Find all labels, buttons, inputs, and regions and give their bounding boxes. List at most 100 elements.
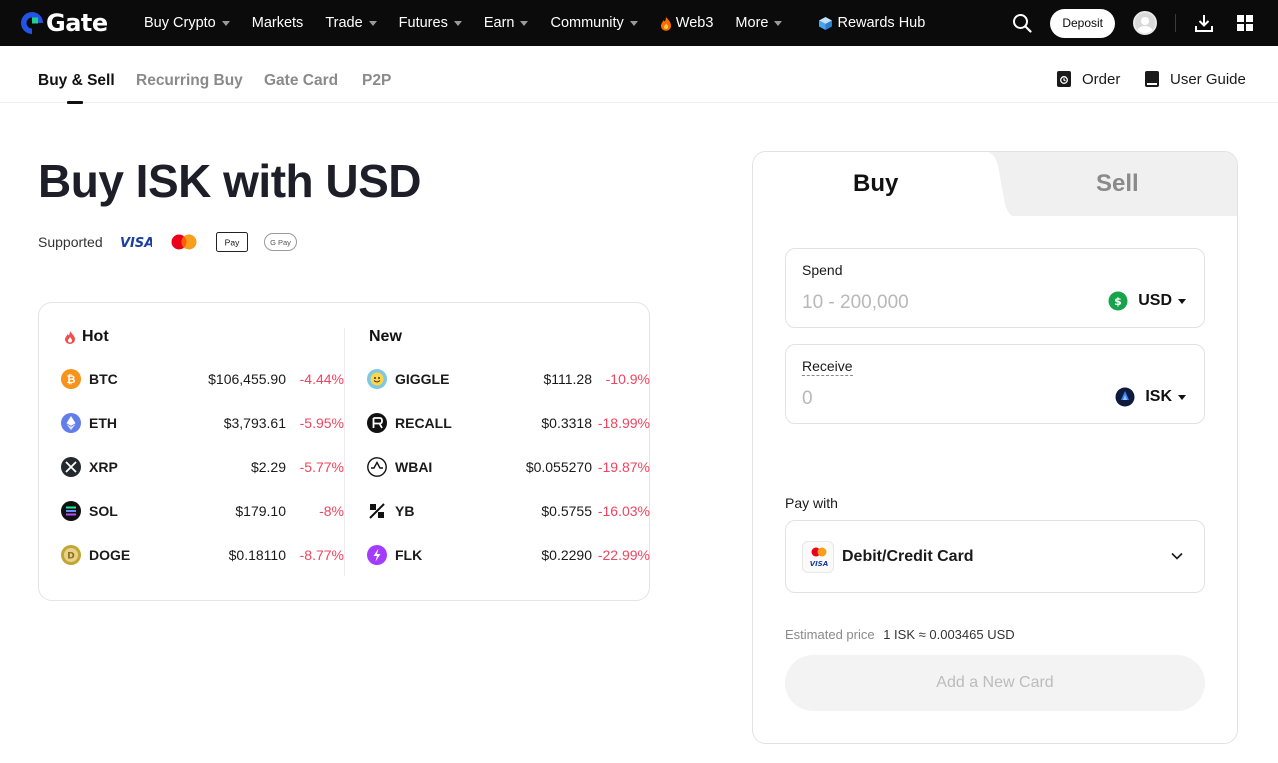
- page-title: Buy ISK with USD: [38, 155, 422, 207]
- btc-coin-icon: ₿: [61, 369, 81, 389]
- user-guide-link[interactable]: User Guide: [1144, 70, 1246, 88]
- search-icon[interactable]: [1012, 13, 1032, 33]
- coin-symbol: WBAI: [395, 459, 433, 475]
- caret-down-icon: [629, 20, 638, 26]
- hot-column-title: Hot: [64, 328, 109, 346]
- spend-input[interactable]: 10 - 200,000: [802, 292, 909, 313]
- market-row-giggle[interactable]: GIGGLE $111.28 -10.9%: [367, 367, 660, 391]
- coin-price: $0.055270: [525, 459, 592, 475]
- top-navbar: Gate Buy Crypto Markets Trade Futures Earn Co…: [0, 0, 1278, 46]
- card-icon: VISA: [802, 541, 834, 573]
- estimated-price-label: Estimated price: [785, 627, 875, 642]
- eth-coin-icon: [61, 413, 81, 433]
- nav-item-label: More: [735, 15, 769, 31]
- sell-tab[interactable]: Sell: [1096, 170, 1139, 197]
- coin-price: $111.28: [543, 371, 592, 387]
- market-row-wbai[interactable]: WBAI $0.055270 -19.87%: [367, 455, 660, 479]
- coin-symbol: GIGGLE: [395, 371, 450, 387]
- sol-coin-icon: [61, 501, 81, 521]
- nav-item-trade[interactable]: Trade: [325, 15, 377, 31]
- market-card: Hot New ₿ BTC $106,455.90 -4.44% ETH $3,793.6…: [38, 302, 650, 601]
- download-icon[interactable]: [1194, 13, 1214, 33]
- book-icon: [1145, 71, 1159, 87]
- nav-item-label: Rewards Hub: [837, 15, 926, 31]
- new-label: New: [369, 328, 402, 345]
- nav-item-buy-crypto[interactable]: Buy Crypto: [144, 15, 230, 31]
- gate-logo[interactable]: Gate: [20, 9, 108, 37]
- hot-label: Hot: [82, 328, 109, 345]
- payment-method-label: Debit/Credit Card: [842, 548, 974, 565]
- xrp-coin-icon: [61, 457, 81, 477]
- nav-item-rewards-hub[interactable]: Rewards Hub: [818, 15, 925, 31]
- market-row-recall[interactable]: RECALL $0.3318 -18.99%: [367, 411, 660, 435]
- avatar[interactable]: [1133, 11, 1157, 35]
- nav-item-markets[interactable]: Markets: [252, 15, 304, 31]
- doge-coin-icon: D: [61, 545, 81, 565]
- order-link[interactable]: Order: [1056, 70, 1120, 88]
- market-row-doge[interactable]: D DOGE $0.18110 -8.77%: [61, 543, 354, 567]
- coin-price: $0.5755: [541, 503, 592, 519]
- add-card-button[interactable]: Add a New Card: [785, 655, 1205, 711]
- market-row-eth[interactable]: ETH $3,793.61 -5.95%: [61, 411, 354, 435]
- tab-p2p[interactable]: P2P: [362, 72, 392, 89]
- market-row-flk[interactable]: FLK $0.2290 -22.99%: [367, 543, 660, 567]
- receive-field[interactable]: Receive 0 ISK: [785, 344, 1205, 424]
- isk-icon: [1115, 387, 1135, 407]
- nav-item-more[interactable]: More: [735, 15, 783, 31]
- nav-item-web3[interactable]: Web3: [660, 15, 714, 31]
- svg-text:G Pay: G Pay: [270, 238, 291, 247]
- spend-currency-select[interactable]: $ USD: [1108, 291, 1186, 311]
- coin-symbol: XRP: [89, 459, 118, 475]
- spend-currency: USD: [1138, 292, 1172, 309]
- receive-currency-select[interactable]: ISK: [1115, 387, 1186, 407]
- coin-change: -19.87%: [597, 459, 650, 475]
- coin-price: $179.10: [235, 503, 286, 519]
- coin-symbol: YB: [395, 503, 415, 519]
- receive-currency: ISK: [1145, 388, 1172, 405]
- order-label: Order: [1082, 70, 1121, 88]
- tab-recurring-buy[interactable]: Recurring Buy: [136, 72, 243, 89]
- chevron-down-icon: [1171, 552, 1183, 560]
- coin-price: $106,455.90: [208, 371, 286, 387]
- coin-change: -5.95%: [299, 415, 344, 431]
- usd-icon: $: [1108, 291, 1128, 311]
- wbai-coin-icon: [367, 457, 387, 477]
- market-row-xrp[interactable]: XRP $2.29 -5.77%: [61, 455, 354, 479]
- nav-item-label: Web3: [675, 15, 714, 31]
- market-row-btc[interactable]: ₿ BTC $106,455.90 -4.44%: [61, 367, 354, 391]
- market-row-sol[interactable]: SOL $179.10 -8%: [61, 499, 354, 523]
- supported-label: Supported: [38, 234, 103, 250]
- coin-change: -22.99%: [597, 547, 650, 563]
- buy-tab[interactable]: Buy: [853, 170, 899, 197]
- deposit-button[interactable]: Deposit: [1050, 8, 1115, 38]
- spend-field[interactable]: Spend 10 - 200,000 $ USD: [785, 248, 1205, 328]
- tab-gate-card[interactable]: Gate Card: [264, 72, 339, 89]
- caret-down-icon: [774, 20, 783, 26]
- receive-input[interactable]: 0: [802, 388, 813, 409]
- coin-symbol: ETH: [89, 415, 117, 431]
- nav-item-futures[interactable]: Futures: [399, 15, 462, 31]
- payment-method-select[interactable]: VISA Debit/Credit Card: [785, 520, 1205, 593]
- sell-tab-background: [989, 152, 1237, 216]
- fire-icon: [660, 16, 672, 31]
- caret-down-icon: [1178, 394, 1186, 400]
- svg-text:$: $: [1114, 295, 1122, 308]
- tab-buy-sell[interactable]: Buy & Sell: [38, 72, 115, 104]
- buy-tab-shape: [753, 152, 1013, 216]
- coin-change: -8.77%: [299, 547, 344, 563]
- coin-price: $0.18110: [228, 547, 286, 563]
- google-pay-icon: G Pay: [263, 233, 297, 251]
- market-row-yb[interactable]: YB $0.5755 -16.03%: [367, 499, 660, 523]
- column-divider: [344, 328, 345, 576]
- nav-item-earn[interactable]: Earn: [484, 15, 529, 31]
- order-icon: [1057, 71, 1071, 87]
- coin-change: -16.03%: [597, 503, 650, 519]
- nav-item-community[interactable]: Community: [550, 15, 638, 31]
- yb-coin-icon: [369, 503, 385, 519]
- mastercard-icon: [168, 232, 200, 252]
- apps-grid-icon[interactable]: [1236, 14, 1254, 32]
- coin-symbol: SOL: [89, 503, 118, 519]
- nav-divider: [1175, 14, 1176, 32]
- new-column-title: New: [369, 328, 402, 346]
- flk-coin-icon: [367, 545, 387, 565]
